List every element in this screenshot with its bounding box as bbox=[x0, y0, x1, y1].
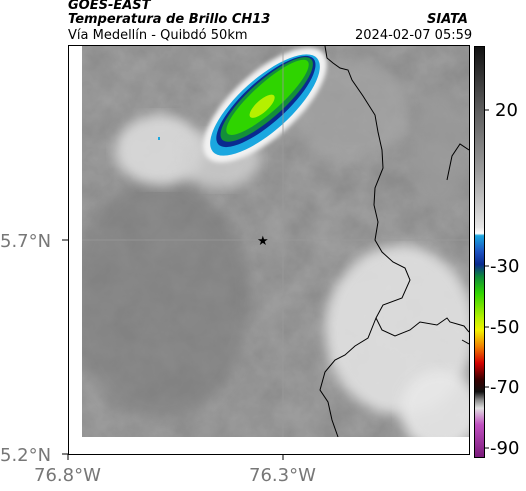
boundary-line bbox=[319, 317, 377, 437]
cloud-yellow-green bbox=[249, 94, 275, 118]
star-marker: ★ bbox=[257, 234, 269, 249]
dark-region bbox=[82, 180, 250, 420]
satellite-label: GOES-EAST bbox=[68, 0, 151, 13]
y-tick-label: 5.7°N bbox=[0, 231, 52, 252]
boundary-line bbox=[446, 143, 469, 181]
colorbar-label: -50 bbox=[490, 317, 520, 338]
x-tick-label: 76.8°W bbox=[34, 465, 101, 486]
colorbar-label: -90 bbox=[490, 438, 520, 459]
colorbar-label: -30 bbox=[490, 256, 520, 277]
product-title: Temperatura de Brillo CH13 bbox=[68, 12, 271, 27]
map-frame bbox=[68, 45, 470, 455]
bright-cloud bbox=[400, 370, 469, 437]
cold-pixel bbox=[158, 137, 160, 140]
convective-cell bbox=[203, 47, 327, 163]
colorbar-label: 20 bbox=[495, 100, 518, 121]
boundary-line bbox=[324, 46, 469, 337]
boundary-line bbox=[461, 339, 469, 345]
y-tick-label: 5.2°N bbox=[0, 445, 52, 466]
source-label: SIATA bbox=[427, 12, 468, 27]
region-subtitle: Vía Medellín - Quibdó 50km bbox=[68, 28, 248, 43]
timestamp-label: 2024-02-07 05:59 bbox=[355, 28, 473, 43]
colorbar-label: -70 bbox=[490, 377, 520, 398]
colorbar-gradient bbox=[474, 46, 485, 458]
colorbar bbox=[474, 46, 489, 458]
gray-cloud bbox=[410, 90, 469, 210]
x-tick-label: 76.3°W bbox=[249, 465, 316, 486]
